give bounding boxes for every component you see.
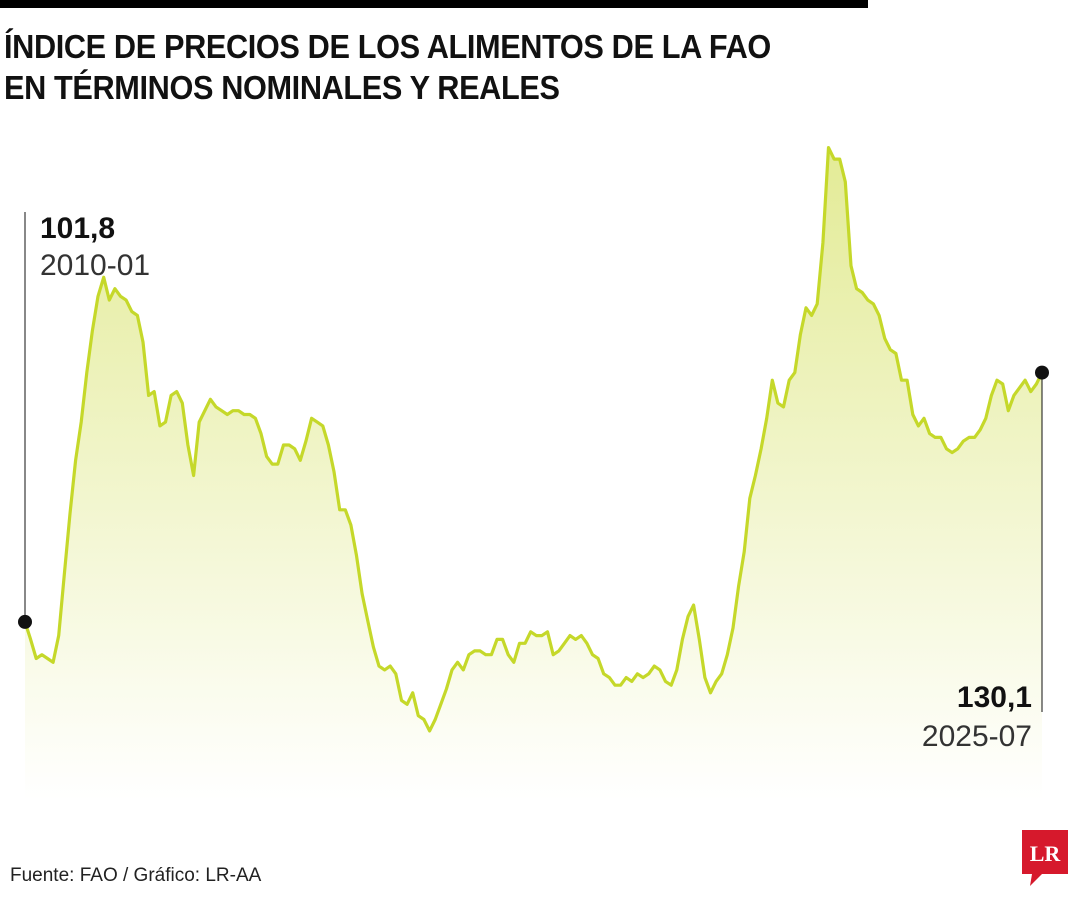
top-rule xyxy=(0,0,868,8)
end-point-marker xyxy=(1035,365,1049,380)
chart-title-line-1: ÍNDICE DE PRECIOS DE LOS ALIMENTOS DE LA… xyxy=(4,28,771,65)
series-area-fill xyxy=(25,147,1042,801)
start-point-marker xyxy=(18,614,32,629)
start-date-label: 2010-01 xyxy=(40,249,150,282)
series-line xyxy=(23,146,1044,733)
source-credit: Fuente: FAO / Gráfico: LR-AA xyxy=(10,865,262,886)
end-date-label: 2025-07 xyxy=(922,720,1032,753)
start-value-label: 101,8 xyxy=(40,212,115,245)
lr-logo-text: LR xyxy=(1030,841,1062,866)
chart-title-line-2: EN TÉRMINOS NOMINALES Y REALES xyxy=(4,69,560,106)
lr-logo-icon: LR xyxy=(1022,830,1068,886)
end-value-label: 130,1 xyxy=(957,681,1032,714)
chart-title: ÍNDICE DE PRECIOS DE LOS ALIMENTOS DE LA… xyxy=(4,26,934,108)
